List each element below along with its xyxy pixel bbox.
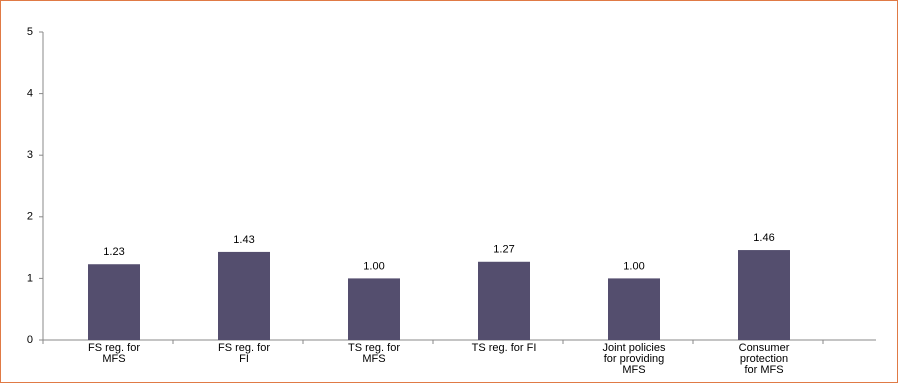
value-label: 1.27 xyxy=(493,244,514,256)
y-tick-label: 5 xyxy=(27,26,33,38)
value-label: 1.00 xyxy=(623,260,644,272)
value-label: 1.23 xyxy=(103,246,124,258)
x-tick-label: Joint policies for providing MFS xyxy=(602,342,666,376)
x-tick-label: FS reg. for FI xyxy=(218,342,270,365)
value-label: 1.00 xyxy=(363,260,384,272)
bar xyxy=(218,251,270,340)
x-tick-label: Consumer protection for MFS xyxy=(738,342,790,376)
bar xyxy=(478,261,530,340)
y-tick-label: 4 xyxy=(27,88,33,100)
bar xyxy=(738,250,790,340)
bar xyxy=(88,264,140,340)
y-tick-label: 3 xyxy=(27,149,33,161)
x-tick-label: TS reg. for MFS xyxy=(348,342,400,365)
y-tick-label: 0 xyxy=(27,334,33,346)
x-tick-label: FS reg. for MFS xyxy=(88,342,140,365)
bar xyxy=(608,278,660,340)
y-tick-label: 1 xyxy=(27,272,33,284)
value-label: 1.46 xyxy=(753,232,774,244)
y-tick-label: 2 xyxy=(27,211,33,223)
x-tick-label: TS reg. for FI xyxy=(471,342,537,354)
value-label: 1.43 xyxy=(233,234,254,246)
bar xyxy=(348,278,400,340)
